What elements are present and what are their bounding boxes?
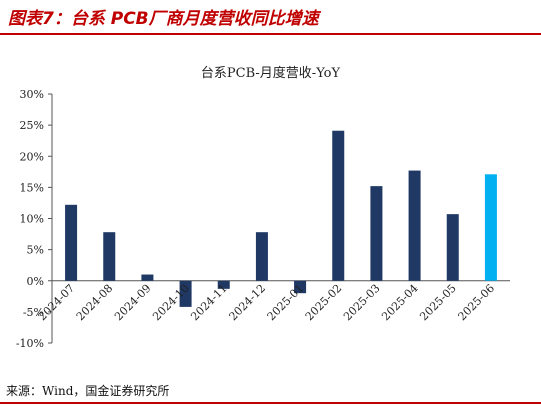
x-tick-label: 2025-01 <box>265 282 307 324</box>
bar-2024-10 <box>179 280 192 307</box>
bar-2025-02 <box>332 130 345 281</box>
chart-title: 台系PCB-月度营收-YoY <box>200 66 341 81</box>
y-tick-label: 20% <box>20 150 44 163</box>
bottom-divider <box>0 402 541 404</box>
bar-2025-01 <box>294 280 307 294</box>
bar-2024-08 <box>103 232 116 281</box>
figure-title: 图表7：台系 PCB厂商月度营收同比增速 <box>8 9 319 29</box>
title-divider <box>0 33 541 35</box>
x-tick-label: 2024-11 <box>188 282 230 324</box>
source-note: 来源：Wind，国金证券研究所 <box>6 384 170 398</box>
bar-2025-04 <box>408 170 421 281</box>
y-tick-label: 15% <box>20 181 44 194</box>
bar-2025-03 <box>370 186 383 281</box>
x-tick-label: 2025-04 <box>379 282 421 324</box>
x-tick-label: 2025-06 <box>456 282 498 324</box>
x-tick-label: 2025-02 <box>303 282 345 324</box>
y-tick-label: -10% <box>16 337 44 350</box>
x-tick-label: 2024-12 <box>227 282 269 324</box>
x-tick-label: 2024-08 <box>74 282 116 324</box>
bar-2025-06 <box>484 174 497 281</box>
y-tick-label: 0% <box>27 275 44 288</box>
bar-2024-09 <box>141 274 154 281</box>
bar-2025-05 <box>446 214 459 281</box>
y-tick-label: 30% <box>20 88 44 101</box>
y-tick-label: -5% <box>23 306 44 319</box>
y-tick-label: 25% <box>20 119 44 132</box>
bar-2024-07 <box>65 204 78 281</box>
x-tick-label: 2025-05 <box>417 282 459 324</box>
y-tick-label: 5% <box>27 244 44 257</box>
x-tick-label: 2024-09 <box>112 282 154 324</box>
x-tick-label: 2025-03 <box>341 282 383 324</box>
bar-2024-11 <box>217 280 230 289</box>
y-tick-label: 10% <box>20 213 44 226</box>
bar-2024-12 <box>255 232 268 281</box>
x-tick-label: 2024-07 <box>36 282 78 324</box>
